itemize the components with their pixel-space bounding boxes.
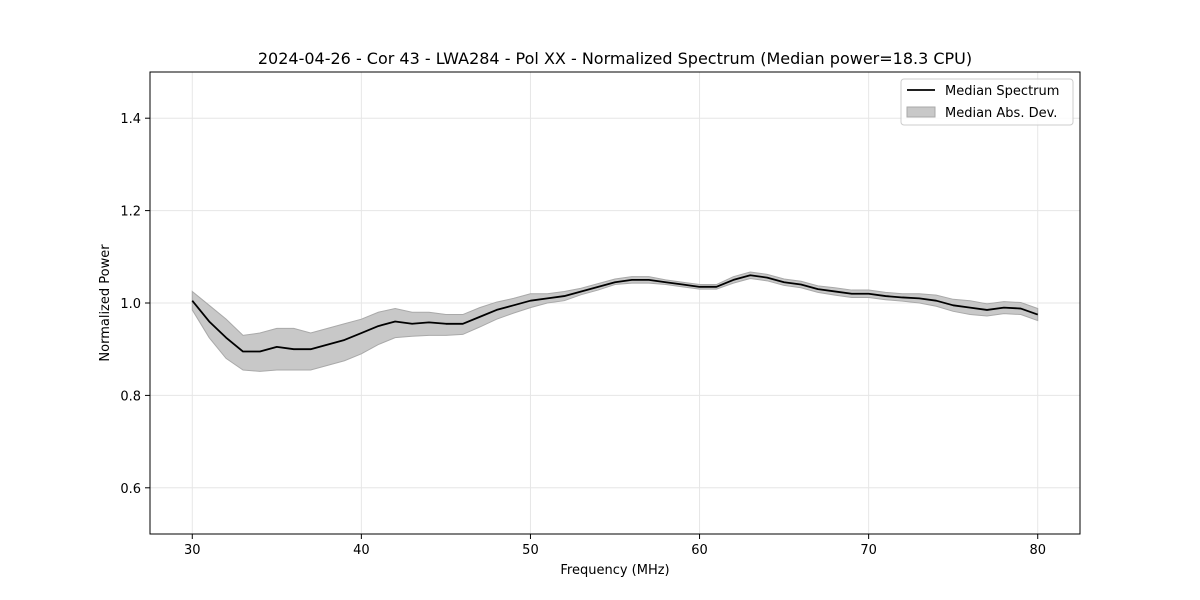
x-tick-label: 80	[1029, 543, 1046, 558]
legend-band-swatch	[906, 106, 936, 118]
legend-label-median-abs-dev: Median Abs. Dev.	[945, 106, 1057, 121]
mad-band-layer	[191, 271, 1039, 372]
legend-box	[900, 78, 1074, 126]
chart-title: 2024-04-26 - Cor 43 - LWA284 - Pol XX - …	[258, 49, 972, 68]
y-tick-label: 0.6	[120, 482, 141, 497]
y-tick-label: 1.0	[120, 297, 141, 312]
y-axis-label: Normalized Power	[98, 244, 113, 362]
x-tick-label: 50	[522, 543, 539, 558]
x-tick-label: 30	[184, 543, 201, 558]
legend-label-median-spectrum: Median Spectrum	[945, 84, 1059, 99]
y-axis-ticks: 0.6 0.8 1.0 1.2 1.4	[120, 112, 150, 497]
x-tick-label: 40	[353, 543, 370, 558]
x-axis-label: Frequency (MHz)	[560, 563, 669, 578]
x-axis-ticks: 30 40 50 60 70 80	[184, 534, 1046, 558]
legend: Median Spectrum Median Abs. Dev.	[900, 78, 1074, 126]
y-tick-label: 0.8	[120, 389, 141, 404]
median-spectrum-line	[191, 274, 1039, 353]
median-line-layer	[191, 274, 1039, 353]
x-tick-label: 60	[691, 543, 708, 558]
y-tick-label: 1.2	[120, 205, 141, 220]
x-tick-label: 70	[860, 543, 877, 558]
median-abs-dev-band	[191, 271, 1039, 372]
y-tick-label: 1.4	[120, 112, 141, 127]
